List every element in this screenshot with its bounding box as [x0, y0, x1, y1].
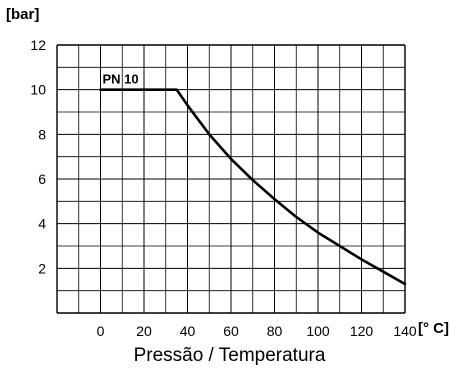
- series-label: PN 10: [103, 72, 139, 87]
- y-axis-label: [bar]: [6, 6, 40, 23]
- y-tick-label: 8: [38, 126, 46, 142]
- series-line: [99, 88, 407, 286]
- x-tick-label: 20: [136, 323, 152, 339]
- y-tick-label: 12: [30, 37, 46, 53]
- x-tick-label: 80: [267, 323, 283, 339]
- x-tick-label: 120: [350, 323, 374, 339]
- x-tick-label: 140: [393, 323, 417, 339]
- series-layer: PN 10: [99, 72, 407, 286]
- y-tick-label: 4: [38, 216, 46, 232]
- x-tick-label: 0: [97, 323, 105, 339]
- x-tick-label: 60: [223, 323, 239, 339]
- grid: [56, 44, 406, 314]
- y-tick-label: 2: [38, 260, 46, 276]
- chart-title: Pressão / Temperatura: [133, 345, 326, 366]
- x-tick-label: 40: [180, 323, 196, 339]
- y-tick-label: 10: [30, 82, 46, 98]
- y-tick-labels: 2 4 6 8 10 12: [30, 37, 46, 276]
- x-tick-labels: 0 20 40 60 80 100 120 140: [97, 323, 417, 339]
- y-tick-label: 6: [38, 171, 46, 187]
- x-tick-label: 100: [306, 323, 330, 339]
- x-axis-label: [° C]: [418, 320, 449, 337]
